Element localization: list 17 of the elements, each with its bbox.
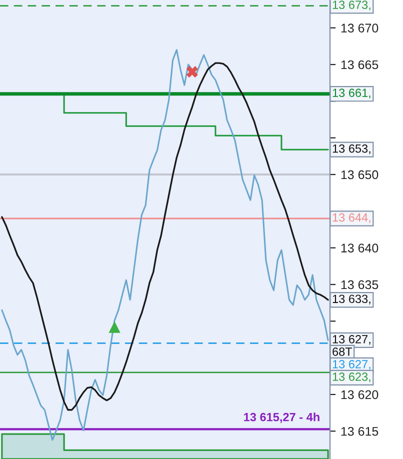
annotation: 13 615,27 - 4h	[244, 412, 320, 423]
data-label: 13 633,	[332, 294, 370, 304]
data-label: 13 653,	[332, 144, 370, 154]
y-tick-label: 13 615	[341, 426, 378, 436]
y-tick-label: 13 650	[341, 170, 378, 180]
y-tick-label: 13 620	[341, 390, 378, 400]
ref-line-label: 13 627,	[332, 360, 370, 370]
ref-line-label: 13 661,	[332, 88, 370, 98]
ref-line-label: 13 623,	[332, 372, 370, 382]
ref-line-label: 13 673,	[332, 0, 370, 10]
y-tick-label: 13 670	[341, 24, 378, 33]
text: 68T	[332, 348, 352, 356]
y-tick-label: 13 665	[341, 60, 378, 70]
data-label: 13 627,	[332, 335, 370, 345]
ref-line-label: 13 644,	[332, 213, 370, 224]
y-tick-label: 13 635	[341, 280, 378, 290]
y-tick-label: 13 640	[341, 244, 378, 252]
